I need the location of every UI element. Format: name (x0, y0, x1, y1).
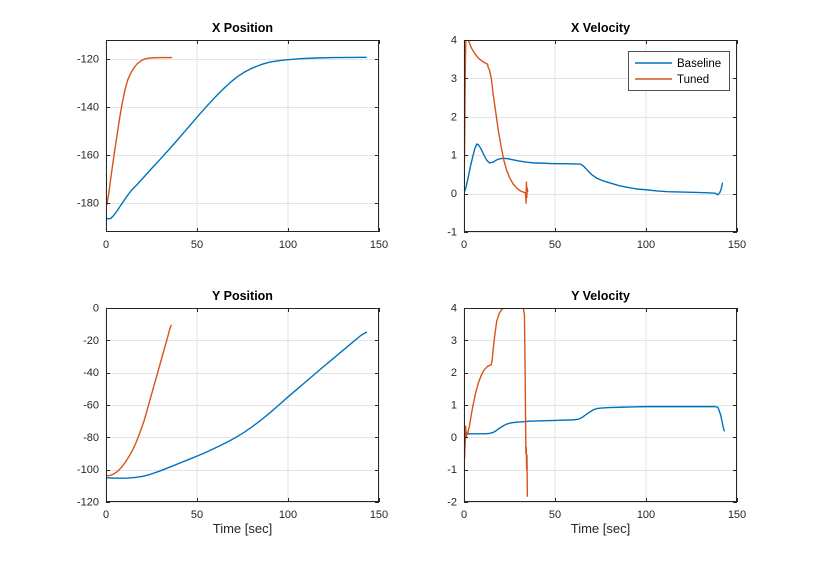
legend: Baseline Tuned (628, 51, 730, 91)
tuned-series-line (106, 324, 172, 477)
svg-text:1: 1 (451, 150, 457, 162)
baseline-series-line (106, 331, 367, 479)
svg-text:150: 150 (728, 509, 746, 521)
y-tick-labels: -180 -160 -140 -120 (77, 54, 99, 210)
grid-lines (463, 308, 738, 503)
legend-label: Baseline (677, 58, 721, 70)
svg-text:3: 3 (451, 73, 457, 85)
tuned-series-line (106, 56, 173, 208)
svg-text:150: 150 (370, 239, 388, 251)
legend-entry-tuned: Tuned (635, 74, 709, 86)
svg-text:-100: -100 (77, 464, 99, 476)
svg-text:0: 0 (103, 509, 109, 521)
series-lines (464, 308, 725, 497)
svg-text:50: 50 (191, 509, 203, 521)
y-position-title: Y Position (212, 289, 273, 303)
y-velocity-title: Y Velocity (571, 289, 630, 303)
legend-label: Tuned (677, 74, 709, 86)
tuned-series-line (464, 40, 529, 204)
axes-box (464, 40, 737, 232)
svg-text:3: 3 (451, 335, 457, 347)
y-tick-labels: -1 0 1 2 3 4 (447, 35, 457, 239)
baseline-series-line (106, 56, 367, 220)
svg-text:0: 0 (103, 239, 109, 251)
y-velocity-plot: 0 50 100 150 -2 -1 0 1 2 3 4 (447, 303, 746, 522)
grid-lines (105, 308, 380, 503)
svg-text:1: 1 (451, 400, 457, 412)
y-velocity-x-axis-label: Time [sec] (570, 521, 631, 536)
y-tick-labels: -2 -1 0 1 2 3 4 (447, 303, 457, 509)
x-position-plot: 0 50 100 150 -180 -160 -140 -120 (77, 40, 388, 251)
tick-marks (464, 308, 738, 503)
x-position-title: X Position (211, 21, 274, 35)
svg-text:2: 2 (451, 367, 457, 379)
svg-text:-2: -2 (447, 497, 457, 509)
svg-text:2: 2 (451, 111, 457, 123)
svg-text:4: 4 (451, 303, 457, 315)
svg-text:-1: -1 (447, 227, 457, 239)
svg-text:150: 150 (728, 239, 746, 251)
svg-text:0: 0 (461, 509, 467, 521)
svg-text:0: 0 (461, 239, 467, 251)
svg-text:-20: -20 (83, 335, 99, 347)
x-tick-labels: 0 50 100 150 (103, 509, 388, 521)
tick-marks (106, 40, 380, 232)
svg-text:100: 100 (637, 239, 655, 251)
baseline-series-line (464, 143, 724, 196)
svg-text:50: 50 (549, 509, 561, 521)
svg-text:50: 50 (549, 239, 561, 251)
svg-text:4: 4 (451, 35, 457, 47)
svg-text:100: 100 (637, 509, 655, 521)
svg-text:0: 0 (451, 188, 457, 200)
x-tick-labels: 0 50 100 150 (103, 239, 388, 251)
svg-text:-160: -160 (77, 150, 99, 162)
legend-entry-baseline: Baseline (635, 58, 721, 70)
tick-marks (464, 40, 738, 233)
svg-text:100: 100 (279, 239, 297, 251)
svg-text:100: 100 (279, 509, 297, 521)
series-lines (106, 56, 367, 220)
svg-text:-40: -40 (83, 367, 99, 379)
tuned-series-line (464, 308, 529, 497)
x-velocity-title: X Velocity (570, 21, 631, 35)
svg-text:50: 50 (191, 239, 203, 251)
tick-marks (106, 308, 380, 503)
svg-text:0: 0 (93, 303, 99, 315)
x-velocity-plot: 0 50 100 150 -1 0 1 2 3 4 Baseline Tuned (447, 35, 746, 252)
svg-text:-120: -120 (77, 497, 99, 509)
grid-lines (105, 40, 380, 232)
svg-text:-80: -80 (83, 432, 99, 444)
x-tick-labels: 0 50 100 150 (461, 509, 746, 521)
svg-text:-180: -180 (77, 198, 99, 210)
svg-text:-60: -60 (83, 400, 99, 412)
baseline-series-line (464, 405, 725, 445)
x-tick-labels: 0 50 100 150 (461, 239, 746, 251)
y-position-x-axis-label: Time [sec] (212, 521, 273, 536)
axes-box (106, 40, 379, 232)
svg-text:150: 150 (370, 509, 388, 521)
series-lines (464, 40, 724, 204)
y-position-plot: 0 50 100 150 -120 -100 -80 -60 -40 -20 0 (77, 303, 388, 522)
svg-text:-140: -140 (77, 102, 99, 114)
y-tick-labels: -120 -100 -80 -60 -40 -20 0 (77, 303, 99, 509)
legend-box (628, 51, 730, 91)
svg-text:-1: -1 (447, 464, 457, 476)
series-lines (106, 324, 367, 479)
svg-text:0: 0 (451, 432, 457, 444)
svg-text:-120: -120 (77, 54, 99, 66)
